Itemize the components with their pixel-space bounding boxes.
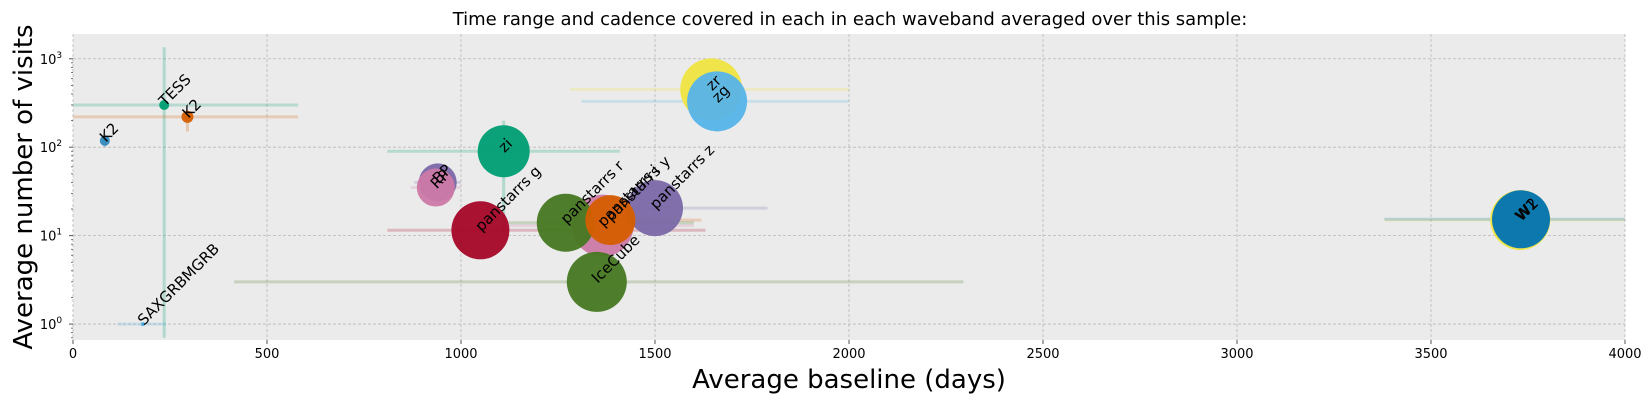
data-point	[585, 195, 636, 246]
grid-lines	[72, 34, 1626, 340]
x-tick-label: 3500	[1414, 347, 1447, 362]
x-tick-label: 500	[255, 347, 280, 362]
chart-title: Time range and cadence covered in each i…	[452, 9, 1248, 30]
y-tick-exponent: 0	[56, 316, 62, 326]
data-point	[181, 110, 194, 123]
x-tick-label: 4000	[1608, 347, 1641, 362]
data-points	[99, 58, 1551, 327]
data-point	[627, 180, 683, 237]
x-tick-label: 2000	[832, 347, 865, 362]
x-axis-ticks: 0 500 1000 1500 2000 2500 3000 3500 4000	[69, 340, 1642, 362]
y-tick-label: 101	[40, 228, 62, 245]
data-point	[140, 322, 145, 327]
data-point	[566, 251, 627, 312]
data-point	[687, 71, 748, 132]
x-tick-label: 0	[69, 347, 77, 362]
data-point	[1492, 190, 1551, 249]
y-tick-label: 103	[40, 51, 62, 68]
data-point	[159, 100, 170, 111]
data-point	[477, 125, 530, 178]
y-tick-exponent: 1	[56, 228, 62, 238]
x-tick-label: 1500	[638, 347, 671, 362]
x-axis-label: Average baseline (days)	[692, 365, 1006, 395]
x-tick-label: 3000	[1220, 347, 1253, 362]
y-tick-exponent: 3	[56, 51, 62, 61]
data-point	[536, 193, 595, 252]
data-point	[99, 135, 110, 146]
x-tick-label: 2500	[1026, 347, 1059, 362]
y-axis-label: Average number of visits	[9, 24, 39, 349]
y-tick-exponent: 2	[56, 139, 62, 149]
data-point	[451, 201, 510, 260]
data-point	[416, 168, 455, 207]
y-tick-label: 102	[40, 139, 62, 156]
y-tick-label: 100	[40, 316, 63, 333]
x-tick-label: 1000	[444, 347, 477, 362]
